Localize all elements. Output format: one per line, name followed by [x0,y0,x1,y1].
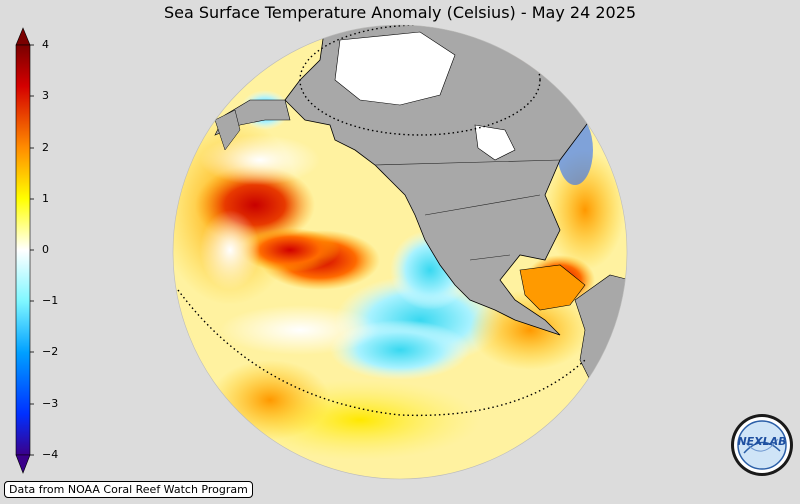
colorbar-tick: 1 [42,192,49,205]
nexlab-logo-icon: NEXLAB [730,413,794,477]
colorbar-tick: −4 [42,448,59,461]
colorbar-tick: −3 [42,397,59,410]
logo-text: NEXLAB [737,435,787,448]
colorbar-tick: 3 [42,89,49,102]
colorbar-graphic [15,27,34,474]
colorbar: 4 3 2 1 0 −1 −2 −3 −4 [0,0,60,500]
data-credit: Data from NOAA Coral Reef Watch Program [4,481,253,498]
colorbar-tick: 0 [42,243,49,256]
map-title: Sea Surface Temperature Anomaly (Celsius… [163,3,637,22]
colorbar-tick: −2 [42,345,59,358]
colorbar-tick: 2 [42,141,49,154]
colorbar-tick: 4 [42,38,49,51]
colorbar-tick: −1 [42,294,59,307]
